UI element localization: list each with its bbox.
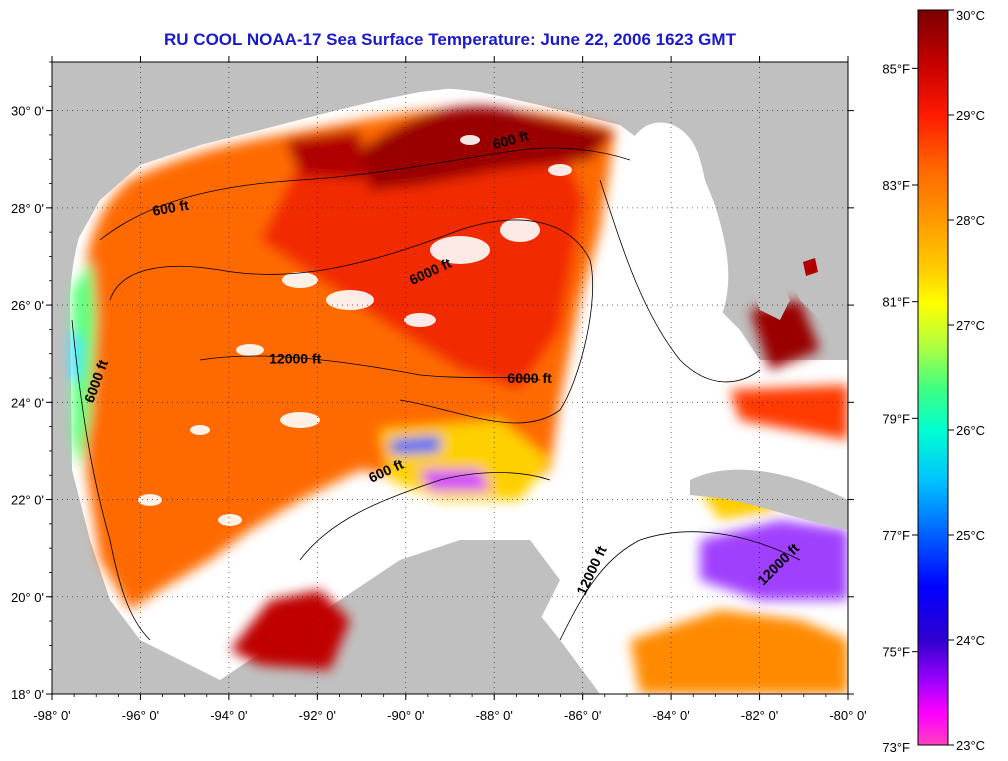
sst-caribbean-multicolor <box>700 520 848 600</box>
bathymetry-contours <box>71 147 801 641</box>
y-tick-label: 22° 0' <box>11 493 44 508</box>
x-tick-label: -82° 0' <box>741 708 778 723</box>
colorbar-c-label: 23°C <box>956 738 985 753</box>
sst-blue-patch <box>390 436 440 454</box>
x-tick-label: -86° 0' <box>564 708 601 723</box>
colorbar-c-label: 29°C <box>956 108 985 123</box>
contour-600ft-north <box>99 147 631 241</box>
sst-straits <box>730 385 848 440</box>
x-tick-label: -90° 0' <box>387 708 424 723</box>
contour-label: 6000 ft <box>507 370 552 386</box>
x-tick-label: -98° 0' <box>33 708 70 723</box>
sst-hot-texas <box>285 130 365 180</box>
x-tick-label: -96° 0' <box>122 708 159 723</box>
colorbar-c-label: 24°C <box>956 633 985 648</box>
contour-western-shelf <box>71 319 151 641</box>
sst-purple-patch <box>420 470 490 490</box>
colorbar-f-label: 73°F <box>882 740 910 755</box>
colorbar-celsius-labels: 30°C 29°C 28°C 27°C 26°C 25°C 24°C 23°C <box>948 8 985 753</box>
colorbar: 30°C 29°C 28°C 27°C 26°C 25°C 24°C 23°C 85°F 83°… <box>882 8 985 755</box>
y-tick-label: 24° 0' <box>11 395 44 410</box>
sst-caribbean-orange <box>630 610 848 694</box>
contour-label: 12000 ft <box>269 350 321 366</box>
x-tick-label: -80° 0' <box>829 708 866 723</box>
contour-12000ft-yucatan <box>559 531 801 641</box>
x-axis: -98° 0' -96° 0' -94° 0' -92° 0' -90° 0' -88° … <box>33 56 867 723</box>
sst-florida-bay <box>750 300 820 370</box>
colorbar-gradient <box>917 9 949 746</box>
colorbar-c-label: 28°C <box>956 213 985 228</box>
colorbar-f-label: 85°F <box>882 61 910 76</box>
contour-6000ft <box>109 219 593 424</box>
contour-label: 600 ft <box>151 197 190 219</box>
y-tick-label: 30° 0' <box>11 104 44 119</box>
y-tick-label: 18° 0' <box>11 687 44 702</box>
mexico-land <box>52 640 200 694</box>
colorbar-f-label: 79°F <box>882 411 910 426</box>
us-coastline <box>52 62 640 260</box>
cuba-land <box>690 469 848 530</box>
sst-field <box>70 62 848 694</box>
colorbar-c-label: 30°C <box>956 8 985 23</box>
lake-okeechobee <box>803 258 818 276</box>
colorbar-f-label: 77°F <box>882 528 910 543</box>
florida-peninsula <box>690 115 790 320</box>
x-tick-label: -84° 0' <box>652 708 689 723</box>
x-tick-label: -92° 0' <box>299 708 336 723</box>
x-tick-label: -88° 0' <box>476 708 513 723</box>
contour-florida-shelf <box>599 179 761 383</box>
y-tick-label: 26° 0' <box>11 298 44 313</box>
colorbar-f-label: 81°F <box>882 295 910 310</box>
yucatan-land <box>330 540 560 694</box>
sst-hot-north <box>360 106 615 190</box>
florida-land <box>640 62 848 330</box>
y-axis: 18° 0' 20° 0' 22° 0' 24° 0' 26° 0' 28° 0' 30° … <box>11 61 854 702</box>
sst-cool-west <box>72 260 96 470</box>
cloud-mask <box>138 135 572 526</box>
colorbar-f-label: 83°F <box>882 178 910 193</box>
y-tick-label: 28° 0' <box>11 201 44 216</box>
colorbar-f-label: 75°F <box>882 645 910 660</box>
sst-red-central <box>260 137 585 390</box>
colorbar-c-label: 25°C <box>956 528 985 543</box>
colorbar-c-label: 26°C <box>956 423 985 438</box>
y-tick-label: 20° 0' <box>11 590 44 605</box>
colorbar-fahrenheit-labels: 85°F 83°F 81°F 79°F 77°F 75°F 73°F <box>882 61 918 755</box>
graticule <box>52 62 848 694</box>
x-tick-label: -94° 0' <box>210 708 247 723</box>
contour-12000ft <box>199 355 541 381</box>
colorbar-c-label: 27°C <box>956 318 985 333</box>
sst-hot-yucatan <box>230 590 350 670</box>
contour-600ft-campeche <box>299 472 551 561</box>
map-title: RU COOL NOAA-17 Sea Surface Temperature:… <box>164 30 736 49</box>
